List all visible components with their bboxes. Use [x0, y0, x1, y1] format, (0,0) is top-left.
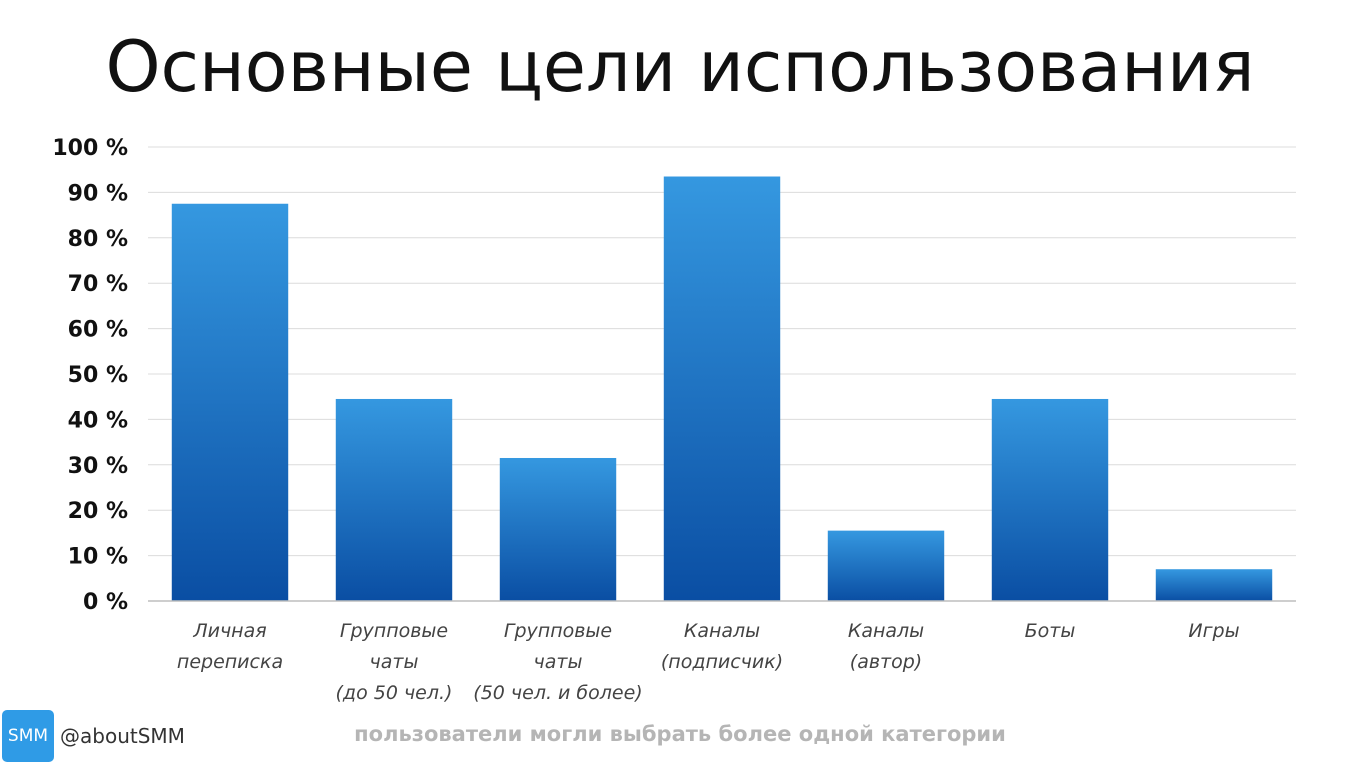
footnote: пользователи могли выбрать более одной к… — [354, 722, 1006, 746]
brand[interactable]: SMM @aboutSMM — [2, 710, 185, 762]
x-tick-label: Групповые чаты (50 чел. и более) — [473, 620, 642, 704]
x-tick-label: Групповые чаты (до 50 чел.) — [336, 620, 453, 704]
bar-chart: 0 % 10 % 20 % 30 % 40 % 50 % 60 % 70 % 80 % 90 % 1… — [52, 136, 1296, 704]
y-tick-label: 40 % — [68, 408, 128, 433]
y-tick-label: 100 % — [52, 136, 128, 161]
y-tick-label: 0 % — [83, 590, 128, 615]
x-tick-label: Личная переписка — [177, 620, 283, 673]
y-tick-label: 20 % — [68, 499, 128, 524]
brand-handle: @aboutSMM — [60, 724, 185, 748]
x-tick-label: Каналы (подписчик) — [661, 620, 783, 673]
y-tick-label: 80 % — [68, 227, 128, 252]
bar — [1155, 569, 1273, 601]
smm-logo-icon: SMM — [2, 710, 54, 762]
bar — [827, 530, 945, 601]
x-tick-label: Боты — [1025, 620, 1076, 642]
y-tick-label: 70 % — [68, 272, 128, 297]
bar — [499, 457, 617, 601]
x-tick-label: Каналы (автор) — [848, 620, 924, 673]
bar — [335, 398, 453, 601]
y-tick-label: 90 % — [68, 181, 128, 206]
bar — [171, 203, 289, 601]
y-tick-label: 10 % — [68, 545, 128, 570]
y-tick-label: 50 % — [68, 363, 128, 388]
bar — [991, 398, 1109, 601]
y-axis-ticks: 0 % 10 % 20 % 30 % 40 % 50 % 60 % 70 % 80 % 90 % 1… — [52, 136, 128, 615]
x-axis-labels: Личная переписка Групповые чаты (до 50 чел.)… — [177, 620, 1240, 704]
bar — [663, 176, 781, 601]
y-tick-label: 30 % — [68, 454, 128, 479]
bars — [171, 176, 1273, 601]
y-tick-label: 60 % — [68, 318, 128, 343]
x-tick-label: Игры — [1188, 620, 1239, 642]
chart-title: Основные цели использования — [105, 26, 1255, 108]
